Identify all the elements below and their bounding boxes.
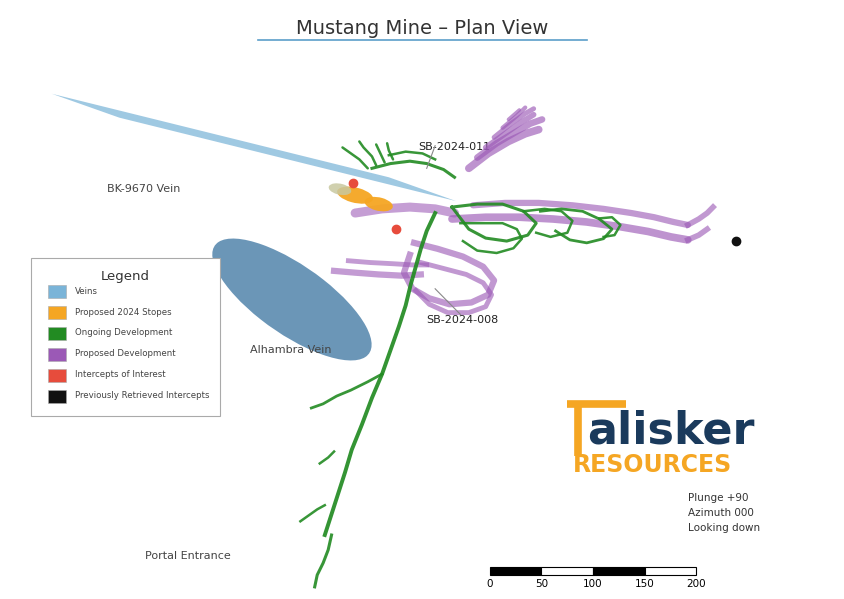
Text: Ongoing Development: Ongoing Development: [74, 328, 172, 337]
FancyBboxPatch shape: [47, 368, 66, 382]
Bar: [490, 567, 541, 575]
Text: Veins: Veins: [74, 287, 98, 296]
Text: 0: 0: [486, 579, 493, 589]
Text: Intercepts of Interest: Intercepts of Interest: [74, 370, 165, 379]
Text: SB-2024-008: SB-2024-008: [426, 315, 498, 325]
Ellipse shape: [212, 238, 371, 361]
Text: Mustang Mine – Plan View: Mustang Mine – Plan View: [296, 19, 548, 38]
Ellipse shape: [328, 183, 351, 195]
Text: SB-2024-011: SB-2024-011: [418, 143, 490, 153]
Text: Portal Entrance: Portal Entrance: [144, 551, 230, 561]
Text: Proposed Development: Proposed Development: [74, 349, 175, 358]
Text: BK-9670 Vein: BK-9670 Vein: [106, 184, 180, 194]
Text: 50: 50: [534, 579, 548, 589]
FancyBboxPatch shape: [31, 258, 220, 416]
Ellipse shape: [337, 187, 373, 204]
FancyBboxPatch shape: [47, 389, 66, 403]
Text: Proposed 2024 Stopes: Proposed 2024 Stopes: [74, 307, 171, 316]
Text: alisker: alisker: [587, 410, 755, 453]
Polygon shape: [51, 94, 456, 201]
Text: 200: 200: [685, 579, 706, 589]
FancyBboxPatch shape: [47, 285, 66, 298]
Text: Previously Retrieved Intercepts: Previously Retrieved Intercepts: [74, 391, 209, 400]
Ellipse shape: [364, 197, 392, 211]
Text: Alhambra Vein: Alhambra Vein: [250, 345, 331, 355]
Text: 150: 150: [634, 579, 654, 589]
Text: Legend: Legend: [101, 270, 150, 283]
Text: RESOURCES: RESOURCES: [571, 453, 731, 477]
Bar: [592, 567, 644, 575]
Bar: [644, 567, 695, 575]
Bar: [541, 567, 592, 575]
FancyBboxPatch shape: [47, 348, 66, 361]
Text: Plunge +90: Plunge +90: [687, 493, 748, 503]
Text: Looking down: Looking down: [687, 523, 759, 533]
FancyBboxPatch shape: [47, 327, 66, 340]
FancyBboxPatch shape: [47, 306, 66, 319]
Text: Azimuth 000: Azimuth 000: [687, 508, 753, 518]
Text: 100: 100: [582, 579, 602, 589]
